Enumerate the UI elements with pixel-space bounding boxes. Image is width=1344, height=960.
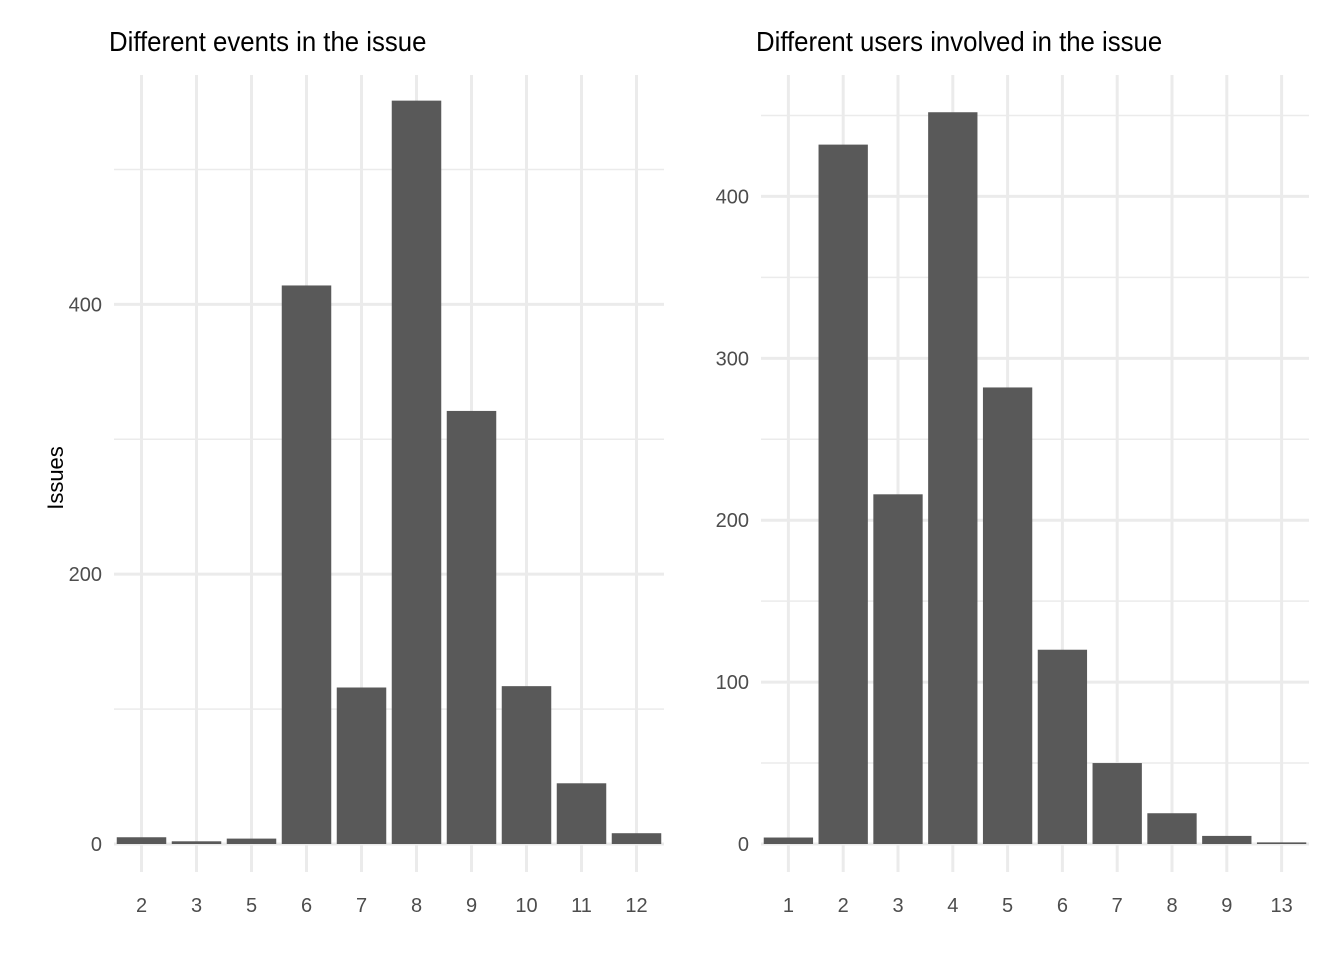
users-x-tick-label: 8 [1166, 895, 1177, 917]
users-x-tick-label: 13 [1270, 895, 1292, 917]
users-bar [1202, 835, 1252, 844]
users-y-tick-label: 100 [716, 672, 749, 694]
users-x-tick-label: 5 [1002, 895, 1013, 917]
events-bar [446, 410, 497, 844]
events-x-tick-label: 9 [466, 895, 477, 917]
events-bar [226, 838, 277, 844]
users-bar [818, 144, 868, 844]
events-y-tick-label: 200 [69, 564, 102, 586]
events-x-tick-label: 10 [515, 895, 537, 917]
users-bar [873, 494, 923, 844]
events-bar [501, 686, 552, 844]
events-y-tick-label: 0 [91, 834, 102, 856]
users-bar [1037, 649, 1088, 844]
events-x-tick-label: 7 [356, 895, 367, 917]
events-bar [281, 285, 332, 845]
users-x-tick-label: 9 [1221, 895, 1232, 917]
events-bar [171, 841, 222, 844]
events-x-tick-label: 3 [191, 895, 202, 917]
users-x-tick-label: 6 [1057, 895, 1068, 917]
events-y-tick-label: 400 [69, 294, 102, 316]
events-bar [116, 837, 167, 844]
y-axis-label: Issues [42, 446, 68, 510]
users-y-tick-label: 300 [716, 348, 749, 370]
users-bar [928, 112, 978, 845]
users-bar [1256, 842, 1307, 844]
users-x-tick-label: 3 [892, 895, 903, 917]
users-x-tick-label: 1 [783, 895, 794, 917]
events-x-tick-label: 12 [625, 895, 647, 917]
events-bar [556, 783, 607, 844]
users-bar [1092, 763, 1142, 844]
users-bar [1147, 813, 1197, 844]
events-bar [391, 100, 442, 845]
events-chart-title: Different events in the issue [109, 26, 427, 57]
events-bar [336, 687, 387, 844]
users-x-tick-label: 4 [947, 895, 958, 917]
users-bar [763, 837, 814, 844]
users-x-tick-label: 7 [1112, 895, 1123, 917]
events-x-tick-label: 2 [136, 895, 147, 917]
users-x-tick-label: 2 [838, 895, 849, 917]
users-chart-title: Different users involved in the issue [756, 26, 1163, 57]
events-x-tick-label: 5 [246, 895, 257, 917]
events-x-tick-label: 6 [301, 895, 312, 917]
users-y-tick-label: 400 [716, 186, 749, 208]
users-y-tick-label: 0 [738, 834, 749, 856]
events-x-tick-label: 11 [571, 895, 592, 917]
users-y-tick-label: 200 [716, 510, 749, 532]
users-bar [982, 387, 1033, 844]
events-x-tick-label: 8 [411, 895, 422, 917]
events-bar [611, 833, 662, 844]
